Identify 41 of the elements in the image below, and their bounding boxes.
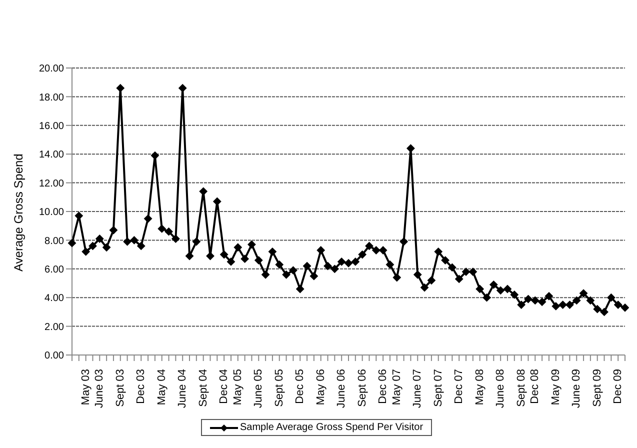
- y-axis-title: Average Gross Spend: [11, 154, 26, 272]
- x-tick-label: June 06: [336, 369, 348, 408]
- y-tick-label: 8.00: [44, 236, 64, 247]
- y-tick-label: 18.00: [38, 92, 64, 104]
- x-tick-label: May 03: [80, 369, 92, 406]
- y-tick-label: 20.00: [38, 64, 64, 75]
- y-tick-label: 12.00: [38, 178, 64, 190]
- x-tick-label: Dec 07: [453, 369, 466, 404]
- x-tick-label: Sept 06: [356, 369, 368, 407]
- x-tick-label: Sept 04: [197, 369, 210, 407]
- x-tick-label: June 03: [94, 369, 106, 408]
- x-tick-label: June 07: [412, 369, 424, 408]
- legend-label: Sample Average Gross Spend Per Visitor: [238, 422, 424, 433]
- x-tick-label: May 08: [474, 369, 486, 406]
- x-tick-label: Sept 09: [591, 369, 604, 407]
- x-tick-label: Sept 05: [273, 369, 286, 407]
- x-tick-label: Dec 03: [135, 369, 148, 404]
- x-tick-label: Dec 09: [612, 369, 624, 404]
- x-tick-label: May 05: [232, 369, 244, 406]
- x-tick-label: June 09: [570, 369, 583, 408]
- y-tick-label: 6.00: [44, 264, 64, 276]
- x-tick-label: Sept 08: [515, 369, 528, 407]
- x-tick-label: June 05: [252, 369, 265, 408]
- y-tick-label: 16.00: [38, 120, 64, 132]
- y-tick-label: 0.00: [44, 350, 64, 362]
- y-tick-label: 10.00: [38, 207, 64, 218]
- x-tick-label: May 07: [390, 369, 403, 406]
- x-tick-label: Dec 06: [377, 369, 390, 404]
- x-tick-label: Dec 04: [218, 369, 230, 404]
- x-tick-label: May 04: [156, 369, 168, 406]
- x-tick-label: Dec 05: [294, 369, 306, 404]
- y-tick-label: 2.00: [44, 322, 64, 333]
- x-tick-label: Sept 07: [432, 369, 444, 407]
- y-tick-label: 14.00: [38, 150, 64, 161]
- x-tick-label: May 09: [550, 369, 562, 406]
- y-tick-label: 4.00: [44, 293, 64, 304]
- x-tick-label: June 04: [176, 369, 189, 408]
- x-tick-label: Dec 08: [529, 369, 542, 404]
- x-tick-label: June 08: [494, 369, 507, 408]
- x-tick-label: May 06: [314, 369, 327, 406]
- x-tick-label: Sept 03: [114, 369, 126, 407]
